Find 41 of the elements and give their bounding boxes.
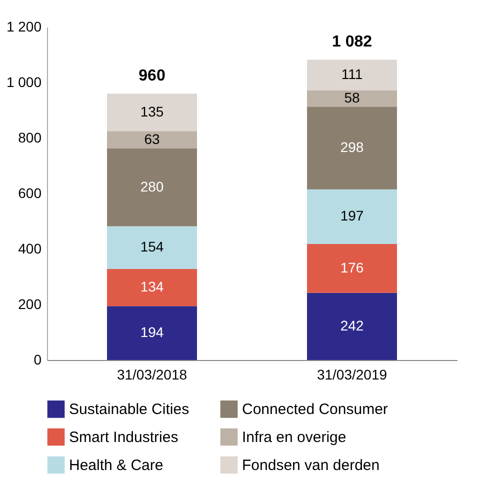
- legend-label: Fondsen van derden: [242, 457, 380, 474]
- data-label: 197: [340, 208, 364, 224]
- data-label: 194: [140, 324, 164, 340]
- data-label: 134: [140, 278, 164, 295]
- data-label: 111: [341, 66, 363, 82]
- bar: [107, 148, 197, 226]
- legend-label: Smart Industries: [69, 429, 178, 446]
- y-tick-label: 200: [18, 296, 42, 312]
- bar: [307, 189, 397, 244]
- bar: [307, 60, 397, 91]
- total-label: 1 082: [332, 34, 372, 51]
- bar: [107, 226, 197, 269]
- legend-label: Connected Consumer: [242, 401, 388, 418]
- x-tick-label: 31/03/2019: [316, 366, 388, 382]
- bar: [107, 268, 197, 306]
- bar: [307, 292, 397, 360]
- data-label: 176: [340, 259, 364, 276]
- data-label: 154: [140, 238, 164, 255]
- bar: [107, 94, 197, 132]
- bar: [307, 90, 397, 107]
- bar: [307, 106, 397, 190]
- y-tick-label: 1 200: [6, 18, 42, 34]
- y-tick-label: 400: [18, 240, 42, 256]
- data-label: 63: [144, 130, 160, 147]
- x-tick-label: 31/03/2018: [116, 366, 188, 382]
- bar: [107, 131, 197, 149]
- bar: [307, 244, 397, 293]
- legend-label: Health & Care: [69, 457, 164, 474]
- total-label: 960: [138, 68, 166, 85]
- data-label: 135: [140, 103, 164, 120]
- y-tick-label: 1 000: [6, 74, 42, 90]
- y-tick-label: 0: [34, 352, 42, 368]
- bar: [107, 306, 197, 360]
- legend-label: Sustainable Cities: [69, 401, 190, 418]
- data-label: 58: [344, 90, 360, 106]
- y-tick-label: 600: [18, 185, 42, 201]
- y-tick-label: 800: [18, 130, 42, 146]
- data-label: 280: [140, 178, 164, 194]
- data-label: 298: [340, 138, 364, 155]
- legend-label: Infra en overige: [242, 429, 346, 446]
- data-label: 242: [340, 317, 364, 334]
